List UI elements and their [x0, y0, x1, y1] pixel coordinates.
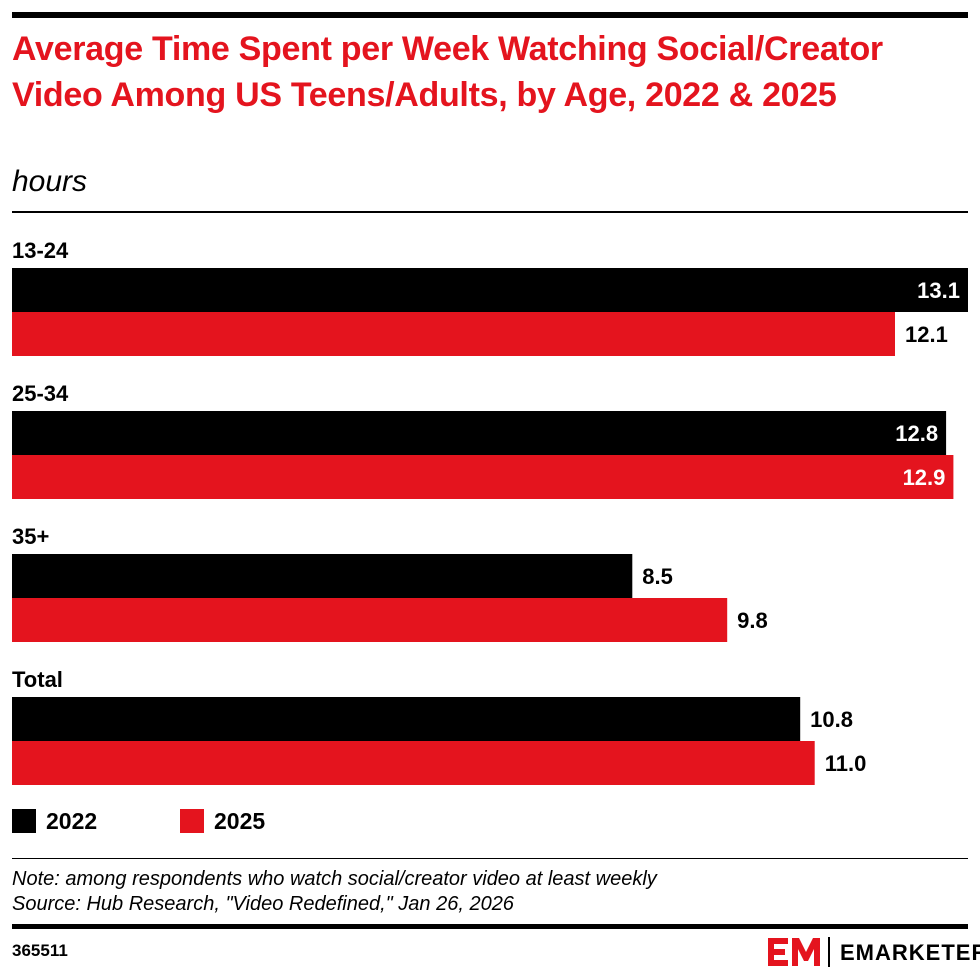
legend-label-2022: 2022 [46, 808, 98, 834]
chart-source: Source: Hub Research, "Video Redefined,"… [12, 893, 514, 915]
legend-swatch-2025 [180, 809, 204, 833]
legend-swatch-2022 [12, 809, 36, 833]
legend-label-2025: 2025 [214, 808, 266, 834]
category-label-13-24: 13-24 [12, 238, 69, 263]
chart-note: Note: among respondents who watch social… [12, 868, 657, 890]
subtitle-rule [12, 211, 968, 213]
bar-total-2022 [12, 697, 801, 741]
value-label-13-24-2022: 13.1 [917, 278, 960, 303]
category-label-25-34: 25-34 [12, 381, 69, 406]
value-label-25-34-2025: 12.9 [903, 465, 946, 490]
bar-35-2022 [12, 554, 633, 598]
chart-id: 365511 [12, 941, 68, 960]
bar-13-24-2022 [12, 268, 968, 312]
bar-35-2025 [12, 598, 728, 642]
chart-title: Average Time Spent per Week Watching Soc… [12, 30, 883, 114]
category-label-35: 35+ [12, 524, 49, 549]
bar-25-34-2022 [12, 411, 947, 455]
chart-subtitle: hours [12, 165, 88, 198]
brand-name: EMARKETER [840, 940, 980, 965]
bar-13-24-2025 [12, 312, 895, 356]
notes-rule [12, 858, 968, 859]
value-label-25-34-2022: 12.8 [895, 421, 938, 446]
value-label-35-2025: 9.8 [737, 608, 768, 633]
brand-logo: EMARKETER [768, 934, 980, 970]
value-label-13-24-2025: 12.1 [905, 322, 948, 347]
value-label-35-2022: 8.5 [642, 564, 673, 589]
value-label-total-2022: 10.8 [810, 707, 853, 732]
em-logo-icon [768, 938, 820, 966]
bottom-rule [12, 924, 968, 929]
brand-divider [828, 937, 830, 967]
category-label-total: Total [12, 667, 63, 692]
bar-total-2025 [12, 741, 815, 785]
bar-chart: 13-24 13.1 12.1 25-34 12.8 12.9 35+ 8.5 9.8 Total… [12, 238, 968, 785]
value-label-total-2025: 11.0 [825, 751, 867, 776]
bar-25-34-2025 [12, 455, 954, 499]
top-rule [12, 12, 968, 18]
